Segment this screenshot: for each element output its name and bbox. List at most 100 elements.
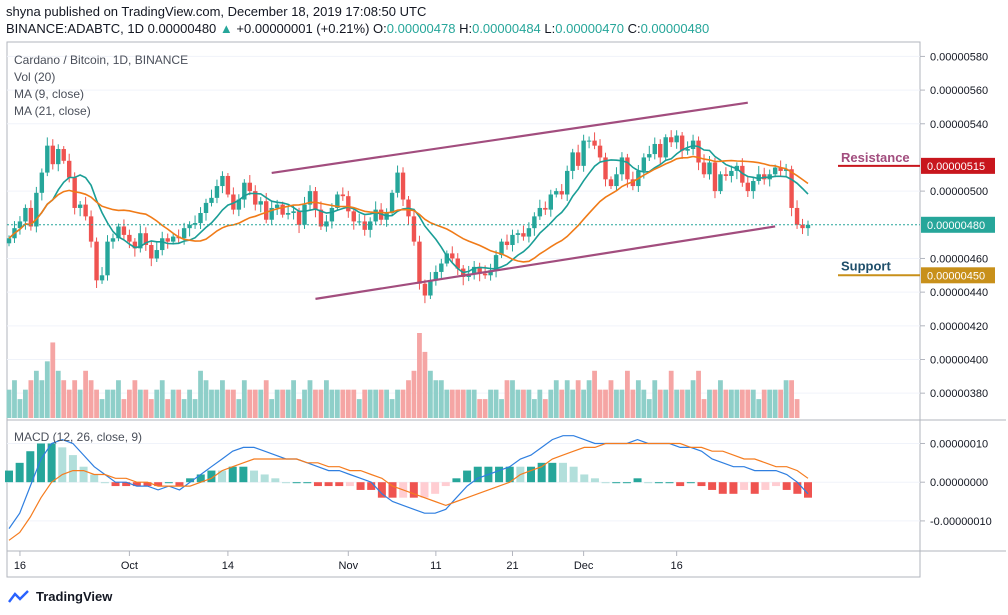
macd-histogram-bar	[740, 482, 749, 490]
volume-bar	[99, 399, 105, 418]
macd-histogram-bar	[90, 474, 99, 483]
price-tick-label: 0.00000400	[930, 354, 988, 366]
candle-body	[718, 174, 723, 192]
volume-bar	[696, 370, 701, 418]
volume-bar	[521, 389, 526, 418]
candle-body	[778, 167, 783, 171]
volume-bar	[23, 389, 28, 418]
volume-bar	[345, 389, 351, 418]
last-price-tag-label: 0.00000480	[927, 220, 985, 232]
volume-bar	[66, 389, 72, 418]
price-tick-label: 0.00000380	[930, 388, 988, 400]
candle-body	[264, 201, 269, 220]
volume-bar	[307, 380, 313, 418]
candle-body	[389, 192, 395, 214]
candle-body	[586, 140, 592, 142]
candle-body	[674, 135, 679, 143]
candle-body	[559, 191, 564, 195]
candle-body	[652, 143, 657, 155]
candle-body	[581, 140, 586, 166]
volume-bar	[477, 399, 483, 418]
ma21-line	[8, 155, 809, 263]
candle-body	[28, 207, 34, 227]
candle-body	[526, 228, 532, 237]
candle-body	[291, 211, 296, 214]
candle-body	[318, 209, 324, 227]
volume-bar	[745, 389, 751, 418]
volume-bar	[592, 370, 597, 418]
macd-histogram-bar	[761, 482, 770, 490]
candle-body	[400, 172, 406, 200]
price-tick-label: 0.00000560	[930, 85, 988, 97]
volume-bar	[44, 361, 50, 418]
candle-body	[307, 191, 313, 205]
candle-body	[614, 174, 619, 187]
macd-histogram-bar	[164, 482, 173, 484]
candle-body	[23, 207, 28, 222]
candle-body	[696, 140, 701, 163]
volume-bar	[422, 351, 428, 418]
macd-histogram-bar	[718, 482, 727, 494]
support-price-label: 0.00000450	[927, 270, 985, 282]
macd-histogram-bar	[345, 482, 354, 487]
macd-histogram-bar	[431, 482, 440, 494]
volume-bar	[750, 389, 756, 418]
change-up-icon: ▲	[219, 21, 233, 36]
price-tick-label: 0.00000580	[930, 51, 988, 63]
price-tick-label: 0.00000540	[930, 119, 988, 131]
volume-bar	[406, 380, 411, 418]
volume-bar	[707, 389, 712, 418]
candle-body	[77, 204, 83, 208]
time-tick-label: 16	[14, 560, 26, 572]
volume-bar	[778, 389, 784, 418]
volume-bar	[220, 380, 225, 418]
tradingview-logo[interactable]: TradingView	[8, 589, 112, 604]
candle-body	[751, 181, 756, 192]
time-tick-label: 21	[506, 560, 518, 572]
volume-bar	[132, 380, 138, 418]
candle-body	[603, 157, 608, 180]
volume-bar	[734, 389, 740, 418]
candle-body	[83, 204, 88, 217]
volume-bar	[789, 380, 794, 418]
macd-histogram-bar	[590, 478, 599, 483]
candle-body	[756, 174, 761, 182]
candle-body	[532, 216, 537, 229]
candle-body	[647, 154, 652, 158]
volume-bar	[466, 389, 472, 418]
candle-body	[707, 162, 712, 175]
macd-histogram-bar	[601, 482, 610, 484]
candle-body	[488, 270, 493, 276]
macd-histogram-bar	[548, 462, 557, 483]
macd-histogram-bar	[527, 466, 536, 483]
candle-body	[340, 194, 346, 197]
candle-body	[450, 253, 455, 259]
time-tick-label: Dec	[574, 560, 594, 572]
volume-bar	[154, 389, 160, 418]
volume-bar	[411, 370, 417, 418]
open-value: 0.00000478	[386, 21, 456, 36]
candle-body	[723, 174, 729, 176]
candle-body	[630, 179, 636, 187]
legend-title: Cardano / Bitcoin, 1D, BINANCE	[14, 53, 189, 67]
volume-bar	[608, 380, 614, 418]
macd-histogram-bar	[633, 478, 642, 483]
candle-body	[313, 191, 318, 210]
ma9-line	[8, 144, 809, 274]
low-value: 0.00000470	[555, 21, 624, 36]
volume-bar	[389, 399, 395, 418]
volume-bar	[77, 389, 83, 418]
candle-body	[253, 191, 258, 205]
macd-histogram-bar	[377, 482, 386, 498]
candle-body	[477, 266, 482, 274]
candle-body	[592, 140, 597, 146]
macd-histogram-bar	[495, 466, 504, 483]
candle-body	[789, 169, 794, 208]
volume-bar	[116, 380, 121, 418]
volume-bar	[663, 389, 669, 418]
volume-bar	[625, 370, 630, 418]
candle-body	[772, 167, 778, 175]
macd-histogram-bar	[100, 482, 109, 484]
volume-bar	[285, 389, 291, 418]
